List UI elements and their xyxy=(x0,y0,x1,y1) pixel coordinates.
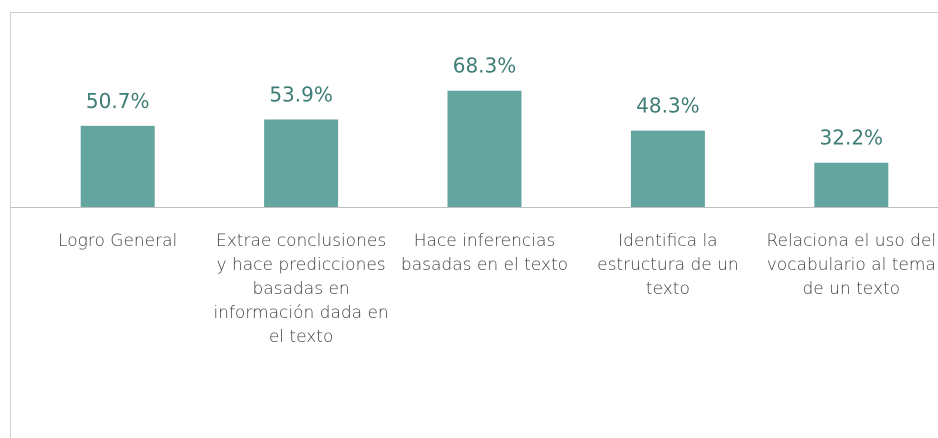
bar xyxy=(264,119,339,207)
value-label: 48.3% xyxy=(636,94,700,118)
category-label: Logro General xyxy=(58,231,178,251)
value-label: 32.2% xyxy=(820,126,884,150)
category-label: Relaciona el uso del vocabulario al tema… xyxy=(766,231,937,299)
value-label: 68.3% xyxy=(453,54,517,78)
category-label: Extrae conclusiones y hace predicciones … xyxy=(213,231,389,347)
bar xyxy=(80,125,155,207)
bar xyxy=(630,130,705,207)
value-label: 53.9% xyxy=(269,82,333,106)
category-label: Identifica la estructura de un texto xyxy=(597,231,739,299)
bar xyxy=(814,162,889,207)
bar xyxy=(447,90,522,207)
category-label: Hace inferencias basadas en el texto xyxy=(400,231,569,275)
value-label: 50.7% xyxy=(86,89,150,113)
